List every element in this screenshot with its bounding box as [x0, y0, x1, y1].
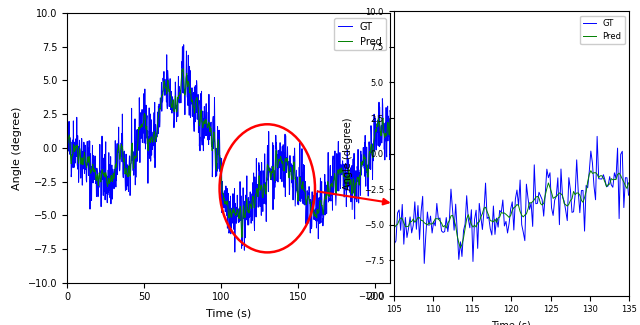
GT [328, 181, 336, 185]
Pred [587, 169, 595, 173]
GT [515, 203, 522, 207]
Pred [515, 204, 522, 208]
Line: Pred: Pred [394, 171, 628, 248]
GT [420, 262, 428, 266]
Pred [63, 140, 71, 144]
GT [283, 156, 291, 160]
Line: GT: GT [67, 45, 390, 252]
Pred [485, 214, 493, 217]
GT [122, 189, 129, 193]
Pred [348, 183, 355, 187]
Pred [456, 246, 464, 250]
GT [586, 169, 593, 173]
GT [348, 181, 355, 185]
GT [593, 135, 601, 138]
GT [103, 174, 111, 178]
Pred [179, 67, 187, 71]
Pred [586, 172, 593, 176]
GT [387, 110, 394, 114]
Pred [103, 178, 111, 182]
Line: GT: GT [394, 136, 628, 264]
GT [231, 250, 239, 254]
GT [268, 168, 275, 172]
Pred [122, 171, 129, 175]
GT [524, 196, 532, 200]
Pred [238, 235, 246, 239]
X-axis label: Time (s): Time (s) [492, 320, 531, 325]
GT [554, 176, 562, 180]
Y-axis label: Angle (degree): Angle (degree) [12, 106, 22, 189]
GT [625, 193, 632, 197]
Pred [524, 207, 532, 211]
Legend: GT, Pred: GT, Pred [333, 18, 385, 50]
Pred [390, 226, 398, 229]
Pred [387, 119, 394, 123]
Pred [554, 193, 562, 197]
Pred [625, 181, 632, 185]
Line: Pred: Pred [67, 69, 390, 237]
Pred [283, 157, 291, 161]
Pred [328, 185, 336, 189]
GT [180, 43, 188, 47]
GT [485, 215, 493, 219]
GT [469, 260, 477, 264]
Y-axis label: Angle (degree): Angle (degree) [343, 117, 353, 190]
GT [390, 241, 398, 245]
X-axis label: Time (s): Time (s) [206, 308, 252, 318]
Legend: GT, Pred: GT, Pred [580, 16, 625, 45]
GT [63, 138, 71, 142]
Pred [469, 225, 477, 229]
Pred [268, 175, 275, 179]
